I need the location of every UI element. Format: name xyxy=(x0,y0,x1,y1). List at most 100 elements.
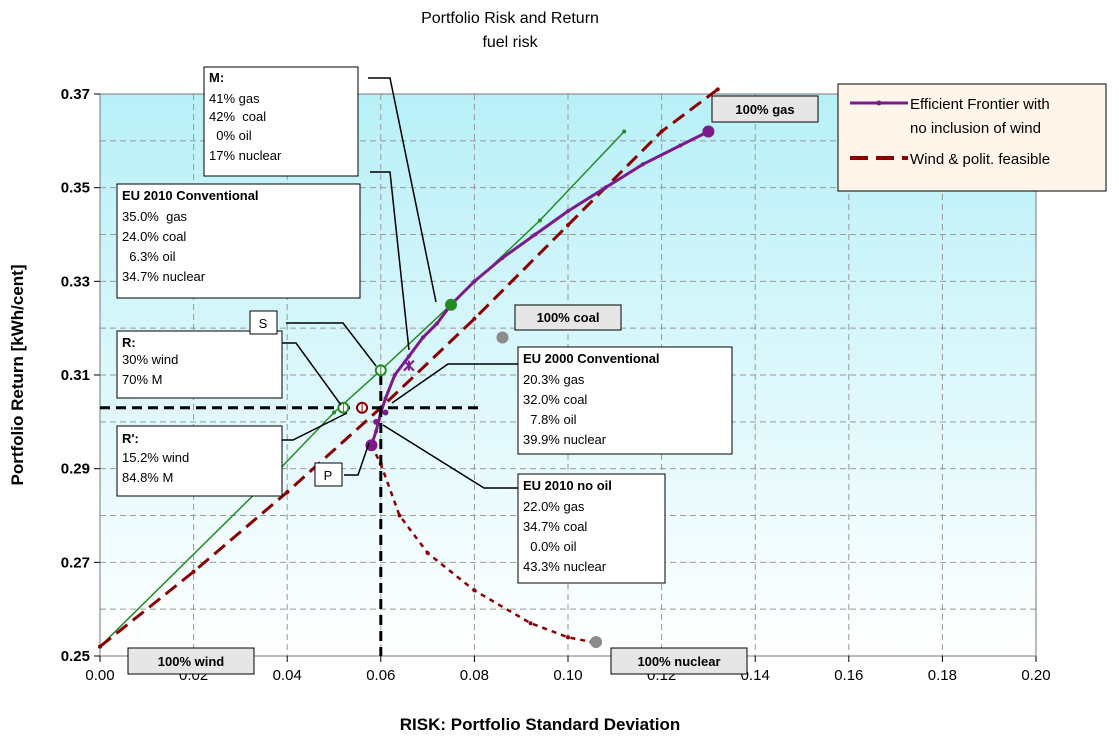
r-line: 70% M xyxy=(122,372,162,387)
series-point-dashed-darkred xyxy=(472,316,477,321)
annotation-r: R: 30% wind 70% M xyxy=(116,330,283,399)
m-line: 0% oil xyxy=(209,128,252,143)
series-point-dotted-darkred xyxy=(472,588,477,593)
series-point-solid-purple xyxy=(406,354,411,359)
eu2010n-line: 22.0% gas xyxy=(523,499,585,514)
eu2010n-title: EU 2010 no oil xyxy=(523,478,612,493)
leader-eu2000c xyxy=(391,363,518,404)
eu2010n-line: 43.3% nuclear xyxy=(523,559,607,574)
marker-star xyxy=(403,359,415,372)
series-point-dashed-darkred xyxy=(98,644,102,649)
legend-label-wind: Wind & polit. feasible xyxy=(910,151,1050,168)
x-tick-label: 0.18 xyxy=(928,667,957,684)
series-point-solid-purple xyxy=(434,321,439,326)
legend: Efficient Frontier with no inclusion of … xyxy=(837,83,1107,192)
y-tick-label: 0.25 xyxy=(61,648,90,665)
series-point-dotted-darkred xyxy=(397,513,402,518)
label-100-wind: 100% wind xyxy=(127,647,255,675)
legend-label-frontier-2: no inclusion of wind xyxy=(910,120,1041,137)
label-100-coal: 100% coal xyxy=(514,304,622,331)
marker-dot xyxy=(365,439,378,452)
series-point-solid-purple xyxy=(500,255,505,260)
y-tick-label: 0.37 xyxy=(61,86,90,103)
x-tick-label: 0.16 xyxy=(834,667,863,684)
leader-eu2010n xyxy=(382,424,518,489)
leader-eu2010c xyxy=(370,171,410,351)
eu2000c-line: 7.8% oil xyxy=(523,412,577,427)
eu2010c-line: 34.7% nuclear xyxy=(122,269,206,284)
eu2000c-line: 20.3% gas xyxy=(523,372,585,387)
series-point-solid-purple xyxy=(566,209,570,214)
markers-layer xyxy=(337,125,715,648)
marker-dot xyxy=(590,635,603,648)
x-tick-label: 0.08 xyxy=(460,667,489,684)
x-tick-label: 0.06 xyxy=(366,667,395,684)
series-point-solid-purple xyxy=(472,279,477,284)
series-point-solid-purple xyxy=(420,335,425,340)
series-point-solid-purple xyxy=(392,373,397,377)
marker-dot xyxy=(373,418,380,425)
m-line: 41% gas xyxy=(209,91,260,106)
label-100-nuclear: 100% nuclear xyxy=(610,647,748,675)
series-point-dashed-darkred xyxy=(659,129,664,134)
p-label: P xyxy=(324,468,333,483)
x-tick-label: 0.10 xyxy=(553,667,582,684)
chart-title: Portfolio Risk and Return xyxy=(421,10,599,27)
annotation-m: M: 41% gas 42% coal 0% oil 17% nuclear xyxy=(203,66,359,177)
r-line: 30% wind xyxy=(122,352,178,367)
eu2010c-line: 35.0% gas xyxy=(122,209,188,224)
series-point-solid-purple xyxy=(374,429,379,434)
series-point-solid-purple xyxy=(678,143,683,148)
series-point-dotted-darkred xyxy=(425,550,430,555)
y-tick-label: 0.29 xyxy=(61,461,90,478)
leader-lines xyxy=(282,77,518,489)
leader-p xyxy=(344,442,370,476)
annotation-eu2010-conventional: EU 2010 Conventional 35.0% gas 24.0% coa… xyxy=(116,183,361,299)
x-axis-label: RISK: Portfolio Standard Deviation xyxy=(400,715,681,734)
rprime-title: R': xyxy=(122,431,139,446)
y-tick-label: 0.27 xyxy=(61,554,90,571)
series-point-dotted-darkred xyxy=(528,621,533,626)
rprime-line: 15.2% wind xyxy=(122,450,189,465)
label-100-nuclear-text: 100% nuclear xyxy=(637,654,720,669)
eu2010c-line: 6.3% oil xyxy=(122,249,176,264)
m-line: 17% nuclear xyxy=(209,148,282,163)
s-label: S xyxy=(259,316,268,331)
x-tick-label: 0.20 xyxy=(1021,667,1050,684)
annotation-eu2000-conventional: EU 2000 Conventional 20.3% gas 32.0% coa… xyxy=(517,346,733,455)
annotation-eu2010-no-oil: EU 2010 no oil 22.0% gas 34.7% coal 0.0%… xyxy=(517,473,666,584)
series-line-dashed-darkred xyxy=(99,88,719,648)
leader-m xyxy=(368,77,437,303)
eu2010n-line: 0.0% oil xyxy=(523,539,577,554)
marker-dot xyxy=(445,298,457,311)
m-title: M: xyxy=(209,70,224,85)
series-point-solid-green xyxy=(332,410,336,415)
series-point-dashed-darkred xyxy=(285,490,290,495)
series-point-solid-green xyxy=(537,218,542,223)
eu2000c-line: 39.9% nuclear xyxy=(523,432,607,447)
x-tick-label: 0.14 xyxy=(741,667,770,684)
annotation-s: S xyxy=(249,310,278,335)
series-point-solid-purple xyxy=(603,185,608,190)
eu2010n-line: 34.7% coal xyxy=(523,519,587,534)
y-tick-label: 0.33 xyxy=(61,273,90,290)
series-point-dashed-darkred xyxy=(566,223,570,228)
r-title: R: xyxy=(122,335,136,350)
annotation-p: P xyxy=(314,462,343,487)
eu2000c-title: EU 2000 Conventional xyxy=(523,351,660,366)
y-tick-label: 0.35 xyxy=(61,180,90,197)
series-point-solid-purple xyxy=(383,396,388,401)
marker-dot xyxy=(382,409,389,416)
y-tick-label: 0.31 xyxy=(61,367,90,384)
label-100-gas: 100% gas xyxy=(711,95,819,123)
x-tick-label: 0.04 xyxy=(273,667,302,684)
eu2010c-line: 24.0% coal xyxy=(122,229,186,244)
marker-dot xyxy=(496,331,509,344)
x-tick-label: 0.00 xyxy=(85,667,114,684)
annotation-rprime: R': 15.2% wind 84.8% M xyxy=(116,425,283,497)
series-point-dashed-darkred xyxy=(715,87,720,92)
label-100-coal-text: 100% coal xyxy=(537,310,600,325)
chart-subtitle: fuel risk xyxy=(482,34,538,51)
label-100-gas-text: 100% gas xyxy=(735,102,794,117)
series-point-solid-purple xyxy=(640,162,645,167)
